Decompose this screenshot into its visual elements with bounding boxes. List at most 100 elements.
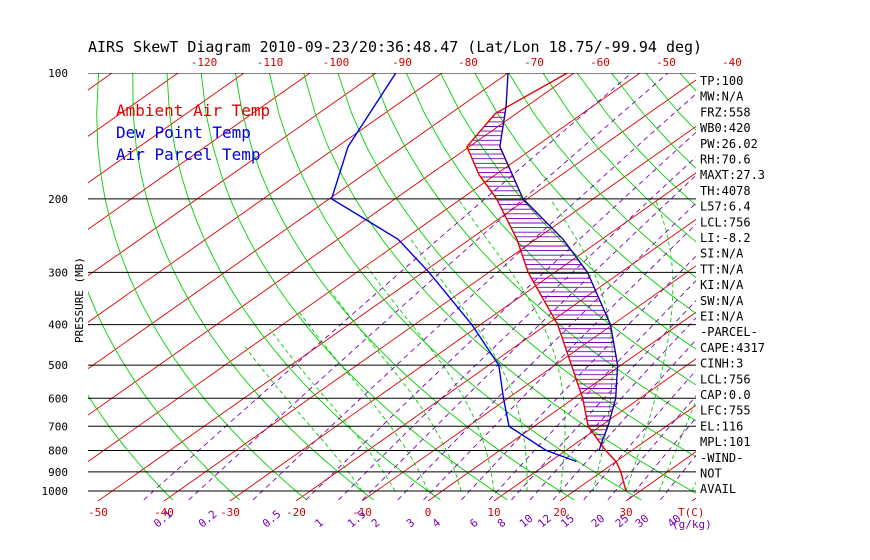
index-label: MAXT:27.3 [700,168,765,182]
mixing-ratio-label: 2 [369,516,382,530]
mixing-ratio-unit: (g/kg) [672,518,712,531]
index-label: CAPE:4317 [700,341,765,355]
index-label: TP:100 [700,74,743,88]
dry-adiabat-line [303,73,696,494]
dry-adiabat-line [96,73,307,501]
index-label: NOT [700,467,722,481]
dry-adiabat-line [200,73,508,501]
mixing-ratio-label: 10 [517,512,536,530]
index-label: KI:N/A [700,278,744,292]
mixing-ratio-label: 12 [535,512,554,530]
index-label: MPL:101 [700,435,751,449]
dry-adiabat-line [474,73,696,314]
index-label: RH:70.6 [700,153,751,167]
mixing-ratio-label: 0.2 [196,508,220,531]
index-label: -WIND- [700,451,743,465]
index-label: WB0:420 [700,121,751,135]
mixing-ratio-line [660,454,696,501]
dry-adiabat-line [88,394,174,501]
mixing-ratio-line [188,73,669,501]
mixing-ratio-line [143,73,632,501]
isotherm-line [88,73,575,416]
index-label: FRZ:558 [700,105,751,119]
isotherm-line [88,73,311,230]
mixing-ratio-label: 0.5 [260,508,284,531]
bottom-temperature-tick-label: -30 [220,506,240,519]
dry-adiabat-line [817,73,870,500]
index-label: EI:N/A [700,310,744,324]
moist-adiabat-line [297,310,429,492]
top-temperature-tick-label: -80 [458,56,478,69]
index-label: SI:N/A [700,247,744,261]
index-label: CAP:0.0 [700,388,751,402]
moist-adiabat-line [625,198,674,492]
index-label: LCL:756 [700,372,751,386]
top-temperature-tick-label: -70 [524,56,544,69]
dry-adiabat-line [88,290,240,501]
isotherm-line [361,265,696,501]
isotherm-line [758,73,870,501]
mixing-ratio-line [583,369,696,501]
isotherm-line [229,172,696,501]
mixing-ratio-line [397,202,696,501]
bottom-temperature-tick-label: -10 [352,506,372,519]
mixing-ratio-line [488,279,696,501]
isotherm-line [88,73,377,277]
isotherm-line [88,73,641,463]
isotherm-line [0,73,46,501]
mixing-ratio-line [511,300,696,501]
index-label: TH:4078 [700,184,751,198]
legend: Ambient Air Temp Dew Point Temp Air Parcel… [116,101,270,164]
dry-adiabat-line [782,73,870,500]
bottom-temperature-tick-label: 10 [487,506,500,519]
top-temperature-tick-label: -40 [722,56,742,69]
profile-line-dew-point-temp [330,73,577,463]
moist-adiabat-line [658,399,696,492]
mixing-ratio-line [305,131,696,501]
dry-adiabat-line [337,73,696,458]
dry-adiabat-line [748,73,870,500]
mixing-ratio-line [461,255,696,501]
isotherm-line [88,73,245,184]
pressure-tick-label: 1000 [42,485,69,498]
bottom-temperature-tick-label: 20 [553,506,566,519]
pressure-tick-label: 900 [48,466,68,479]
index-label: LFC:755 [700,404,751,418]
pressure-tick-label: 400 [48,319,68,332]
index-label: L57:6.4 [700,200,751,214]
pressure-tick-label: 500 [48,359,68,372]
top-temperature-tick-label: -120 [191,56,218,69]
top-temperature-tick-label: -100 [323,56,350,69]
moist-adiabat-line [366,266,495,492]
dry-adiabat-line [440,73,696,350]
dry-adiabat-line [405,73,696,386]
index-label: PW:26.02 [700,137,758,151]
mixing-ratio-line [362,174,696,501]
pressure-tick-label: 200 [48,193,68,206]
index-label: EL:116 [700,419,743,433]
isotherm-line [559,404,696,501]
top-temperature-tick-label: -60 [590,56,610,69]
y-axis-label: PRESSURE (MB) [73,257,86,343]
legend-entry: Air Parcel Temp [116,145,261,164]
pressure-tick-label: 800 [48,445,68,458]
moist-adiabat-line [244,345,363,492]
index-label: SW:N/A [700,294,744,308]
mixing-ratio-label: 6 [467,516,480,530]
top-temperature-tick-label: -110 [257,56,284,69]
pressure-tick-label: 100 [48,67,68,80]
pressure-tick-label: 300 [48,266,68,279]
mixing-ratio-line [607,395,696,501]
isotherm-line [824,73,870,501]
index-label: LI:-8.2 [700,231,751,245]
mixing-ratio-label: 4 [430,516,444,530]
plot-area [0,73,870,501]
isotherm-line [88,73,443,323]
isotherm-line [163,125,696,501]
moist-adiabat-line [410,239,528,491]
index-label: CINH:3 [700,357,743,371]
isotherm-line [427,311,696,501]
mixing-ratio-line [338,156,696,501]
